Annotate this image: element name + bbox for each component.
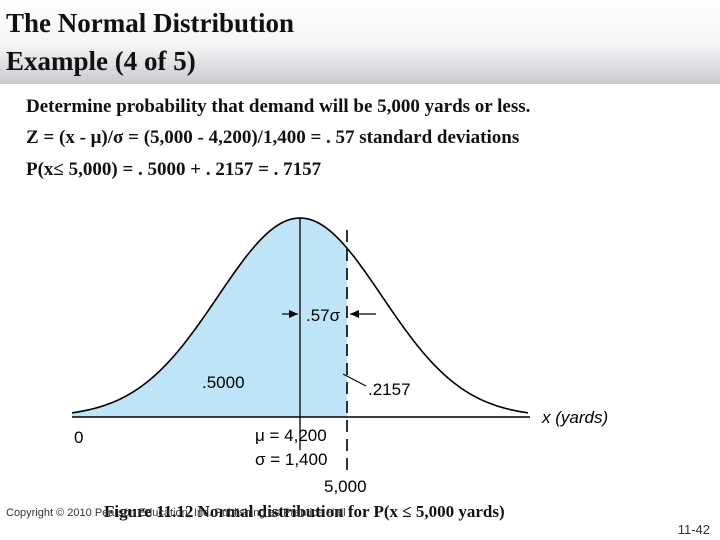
right-area-label: .2157 xyxy=(368,380,411,399)
problem-statement: Determine probability that demand will b… xyxy=(26,96,531,117)
x-axis-label: x (yards) xyxy=(541,408,608,427)
z-score-formula: Z = (x - μ)/σ = (5,000 - 4,200)/1,400 = … xyxy=(26,127,520,148)
sigma-arrowhead-right xyxy=(350,310,359,318)
sigma-value-label: σ = 1,400 xyxy=(255,450,327,469)
sigma-width-label: .57σ xyxy=(306,306,341,325)
probability-result: P(x≤ 5,000) = . 5000 + . 2157 = . 7157 xyxy=(26,159,322,180)
slide-title-line-2: Example (4 of 5) xyxy=(6,46,196,76)
axis-zero-label: 0 xyxy=(74,428,83,447)
normal-distribution-figure: .57σ .2157 .5000 0 x (yards) μ = 4,200 σ… xyxy=(71,217,608,496)
page-number: 11-42 xyxy=(677,522,710,537)
right-area-pointer xyxy=(342,373,367,387)
x-value-label: 5,000 xyxy=(324,477,367,496)
left-area-label: .5000 xyxy=(202,373,245,392)
title-bar xyxy=(0,0,720,84)
mean-value-label: μ = 4,200 xyxy=(255,426,327,445)
slide-title-line-1: The Normal Distribution xyxy=(6,8,295,38)
copyright-notice: Copyright © 2010 Pearson Education, Inc.… xyxy=(6,507,346,519)
figure-caption: Figure 11.12 Normal distribution for P(x… xyxy=(104,502,505,521)
sigma-arrowhead-left xyxy=(289,310,298,318)
shaded-probability-area xyxy=(72,218,347,417)
